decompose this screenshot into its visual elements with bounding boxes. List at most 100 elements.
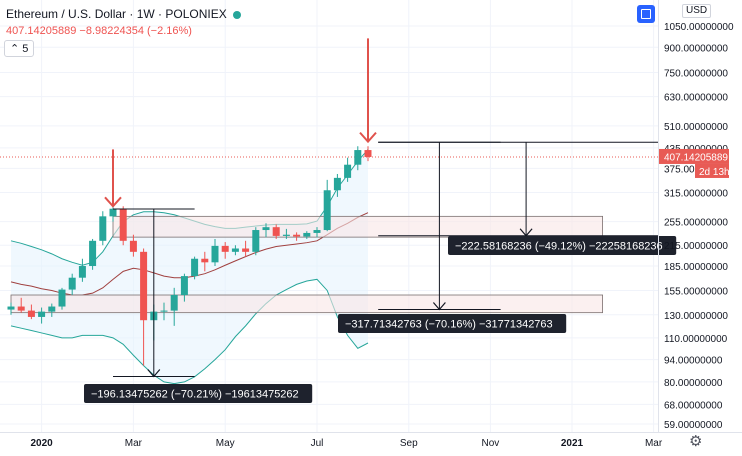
- candle: [344, 157, 352, 182]
- indicator-count: 5: [22, 43, 29, 55]
- candle-body: [68, 277, 76, 290]
- countdown-label: 2d 13h: [699, 167, 730, 178]
- candle-body: [119, 208, 127, 241]
- candle: [78, 258, 86, 282]
- candle: [313, 227, 321, 238]
- measure-tool: [113, 208, 195, 378]
- candle-body: [201, 258, 209, 263]
- candle: [170, 287, 178, 326]
- market-status-icon: [232, 10, 241, 19]
- candle-body: [354, 150, 362, 165]
- y-tick-label: 315.00000000: [664, 188, 728, 199]
- measure-arrowhead: [519, 228, 533, 237]
- plot-area: [0, 0, 658, 432]
- candle: [17, 297, 25, 313]
- candle-body: [129, 240, 137, 252]
- measure-tool: [378, 141, 658, 237]
- candle: [201, 251, 209, 272]
- symbol-title: Ethereum / U.S. Dollar · 1W · POLONIEX: [6, 7, 227, 21]
- measure-label-bg: [338, 314, 567, 333]
- candle-body: [89, 240, 97, 267]
- candle-body: [58, 289, 66, 307]
- candle: [27, 304, 35, 320]
- x-tick-label: Mar: [125, 438, 143, 449]
- candle: [323, 179, 331, 232]
- candle: [293, 232, 301, 241]
- last-price-tag: [659, 148, 729, 164]
- candle: [242, 240, 250, 257]
- candle: [99, 211, 107, 246]
- candle-body: [252, 230, 260, 252]
- candle: [272, 224, 280, 239]
- candle-body: [364, 150, 372, 157]
- y-tick-label: 94.00000000: [664, 356, 723, 367]
- y-tick-label: 1050.00000000: [664, 22, 734, 33]
- y-tick-label: 630.00000000: [664, 93, 728, 104]
- x-tick-label: Jul: [311, 438, 324, 449]
- candle-body: [7, 306, 15, 310]
- candle-body: [344, 164, 352, 178]
- measure-label-bg: [448, 236, 677, 255]
- candle-body: [78, 266, 86, 278]
- support-zone: [112, 215, 604, 238]
- y-tick-label: 68.00000000: [664, 400, 723, 411]
- candle: [262, 223, 270, 238]
- bollinger-fill: [11, 149, 368, 384]
- y-tick-label: 215.00000000: [664, 241, 728, 252]
- candle-body: [303, 232, 311, 237]
- candle: [7, 302, 15, 315]
- candle-body: [170, 295, 178, 311]
- candle: [89, 238, 97, 270]
- screenshot-icon[interactable]: [637, 5, 655, 23]
- measure-label: −196.13475262 (−70.21%) −19613475262: [91, 389, 299, 401]
- candle-body: [17, 306, 25, 311]
- indicators-toggle[interactable]: ⌃ 5: [4, 40, 35, 57]
- candle-body: [109, 208, 117, 217]
- bollinger-lower: [10, 278, 369, 385]
- currency-label[interactable]: USD: [682, 4, 712, 18]
- candle-body: [262, 227, 270, 231]
- candle-body: [211, 245, 219, 263]
- countdown-tag: [695, 163, 729, 178]
- candle: [68, 273, 76, 296]
- candle: [58, 287, 66, 310]
- y-tick-label: 110.00000000: [664, 334, 728, 345]
- candle-body: [231, 248, 239, 252]
- last-price-label: 407.14205889: [664, 152, 728, 163]
- candle-body: [333, 177, 341, 191]
- candle: [303, 231, 311, 239]
- candle: [119, 206, 127, 246]
- candle: [211, 238, 219, 267]
- y-tick-label: 130.00000000: [664, 311, 728, 322]
- annotation-arrowhead: [104, 196, 122, 208]
- candle: [160, 302, 168, 321]
- candle-body: [180, 276, 188, 296]
- candle-body: [160, 310, 168, 312]
- candle: [354, 146, 362, 171]
- candle-body: [48, 306, 56, 312]
- x-tick-label: 2021: [561, 438, 584, 449]
- gear-icon[interactable]: ⚙: [689, 433, 703, 450]
- candle: [191, 256, 199, 280]
- candle: [231, 245, 239, 256]
- candle-body: [282, 234, 290, 236]
- candle: [180, 273, 188, 302]
- y-tick-label: 750.00000000: [664, 69, 728, 80]
- candle: [333, 173, 341, 197]
- measure-label: −317.71342763 (−70.16%) −31771342763: [345, 319, 553, 331]
- symbol-header: Ethereum / U.S. Dollar · 1W · POLONIEX: [6, 7, 241, 21]
- candle-body: [27, 310, 35, 317]
- y-tick-label: 510.00000000: [664, 122, 728, 133]
- candle-body: [323, 190, 331, 231]
- y-tick-label: 80.00000000: [664, 378, 723, 389]
- candle-body: [99, 216, 107, 241]
- x-tick-label: 2020: [30, 438, 53, 449]
- price-change: 407.14205889 −8.98224354 (−2.16%): [6, 25, 192, 37]
- candle: [252, 227, 260, 256]
- x-tick-label: Sep: [400, 438, 418, 449]
- measure-arrowhead: [432, 302, 446, 311]
- candle: [129, 234, 137, 257]
- candle: [48, 303, 56, 317]
